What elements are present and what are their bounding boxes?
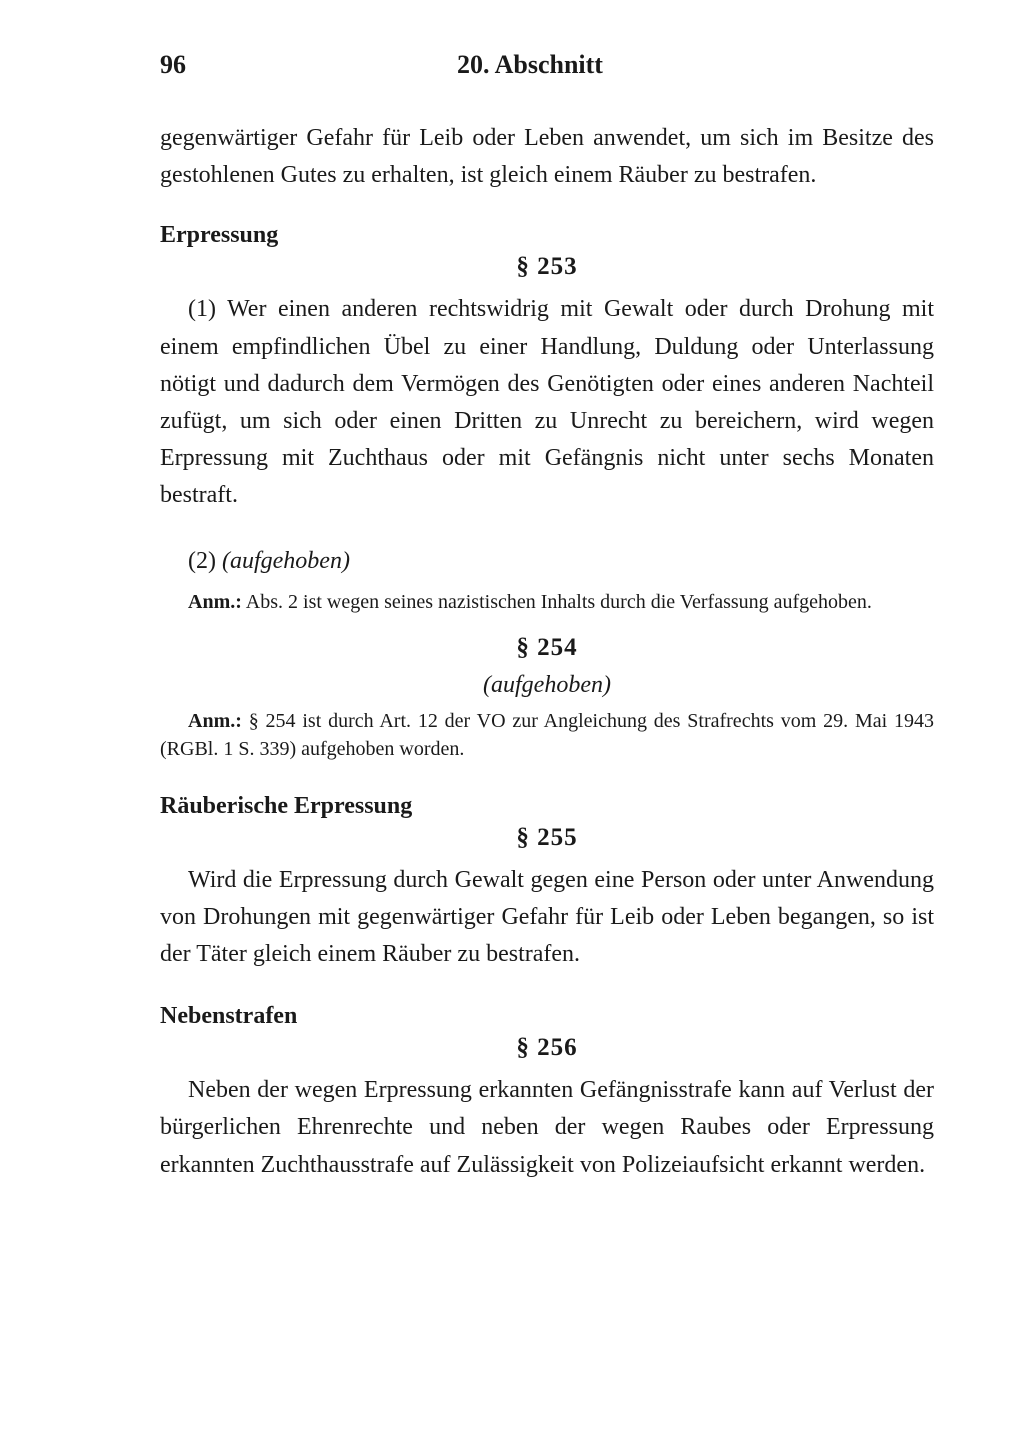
s254-status: (aufgehoben) [160,672,934,699]
section-num-255: § 255 [160,824,934,852]
s254-annotation: Anm.: § 254 ist durch Art. 12 der VO zur… [160,707,934,763]
chapter-title: 20. Abschnitt [126,50,934,80]
section-num-256: § 256 [160,1034,934,1062]
s255-p1: Wird die Erpressung durch Gewalt gegen e… [160,862,934,974]
heading-256: Nebenstrafen [160,1003,934,1030]
s253-p2-num: (2) [188,548,222,574]
s253-p1: (1) Wer einen anderen rechtswidrig mit G… [160,291,934,514]
annotation-label: Anm.: [188,591,242,613]
s253-annotation: Anm.: Abs. 2 ist wegen seines nazistisch… [160,588,934,616]
s253-p2: (2) (aufgehoben) [160,543,934,580]
intro-paragraph: gegenwärtiger Gefahr für Leib oder Leben… [160,120,934,194]
annotation-text: Abs. 2 ist wegen seines nazistischen Inh… [242,591,872,613]
s256-p1: Neben der wegen Erpressung erkannten Gef… [160,1072,934,1184]
heading-255: Räuberische Erpressung [160,793,934,820]
page-header: 96 20. Abschnitt [160,50,934,80]
page: 96 20. Abschnitt gegenwärtiger Gefahr fü… [0,0,1024,1272]
annotation-label: Anm.: [188,710,242,732]
s253-p2-status: (aufgehoben) [222,548,350,574]
annotation-text: § 254 ist durch Art. 12 der VO zur Angle… [160,710,934,760]
heading-253: Erpressung [160,222,934,249]
section-num-254: § 254 [160,634,934,662]
section-num-253: § 253 [160,253,934,281]
